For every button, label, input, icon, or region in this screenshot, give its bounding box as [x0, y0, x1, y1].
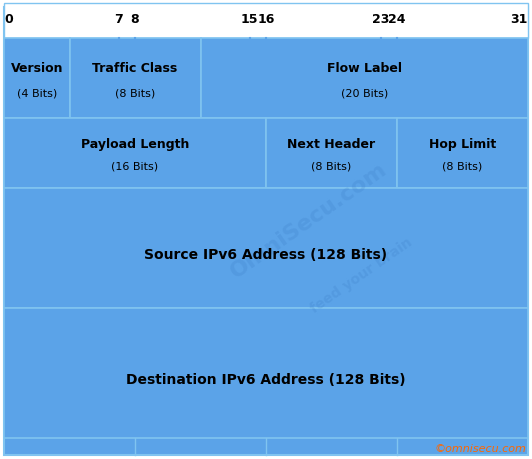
Text: Version: Version: [11, 62, 63, 75]
Text: 16: 16: [257, 13, 275, 26]
Bar: [397, 119, 528, 189]
Bar: [266, 119, 397, 189]
Text: 23: 23: [372, 13, 389, 26]
Text: 31: 31: [511, 13, 528, 26]
Bar: [4, 308, 528, 438]
Text: (8 Bits): (8 Bits): [443, 161, 483, 171]
Text: (20 Bits): (20 Bits): [340, 88, 388, 98]
Text: Traffic Class: Traffic Class: [93, 62, 178, 75]
Text: 0: 0: [4, 13, 13, 26]
Bar: [4, 4, 528, 39]
Bar: [4, 189, 528, 308]
Text: (4 Bits): (4 Bits): [16, 88, 57, 98]
Text: feed your brain: feed your brain: [308, 235, 415, 316]
Text: (8 Bits): (8 Bits): [115, 88, 155, 98]
Bar: [201, 39, 528, 119]
Text: 15: 15: [241, 13, 259, 26]
Bar: [4, 119, 266, 189]
Bar: [4, 39, 70, 119]
Bar: [70, 39, 201, 119]
Text: Source IPv6 Address (128 Bits): Source IPv6 Address (128 Bits): [144, 247, 388, 262]
Text: Next Header: Next Header: [287, 138, 376, 151]
Text: Flow Label: Flow Label: [327, 62, 402, 75]
Text: 8: 8: [131, 13, 139, 26]
Text: OmniSecu.com: OmniSecu.com: [227, 159, 390, 282]
Text: ©omnisecu.com: ©omnisecu.com: [434, 443, 526, 453]
Text: (8 Bits): (8 Bits): [311, 161, 352, 171]
Text: Destination IPv6 Address (128 Bits): Destination IPv6 Address (128 Bits): [126, 373, 406, 386]
Text: 24: 24: [388, 13, 406, 26]
Text: 7: 7: [114, 13, 123, 26]
Text: Hop Limit: Hop Limit: [429, 138, 496, 151]
Text: (16 Bits): (16 Bits): [111, 161, 159, 171]
Text: Payload Length: Payload Length: [81, 138, 189, 151]
